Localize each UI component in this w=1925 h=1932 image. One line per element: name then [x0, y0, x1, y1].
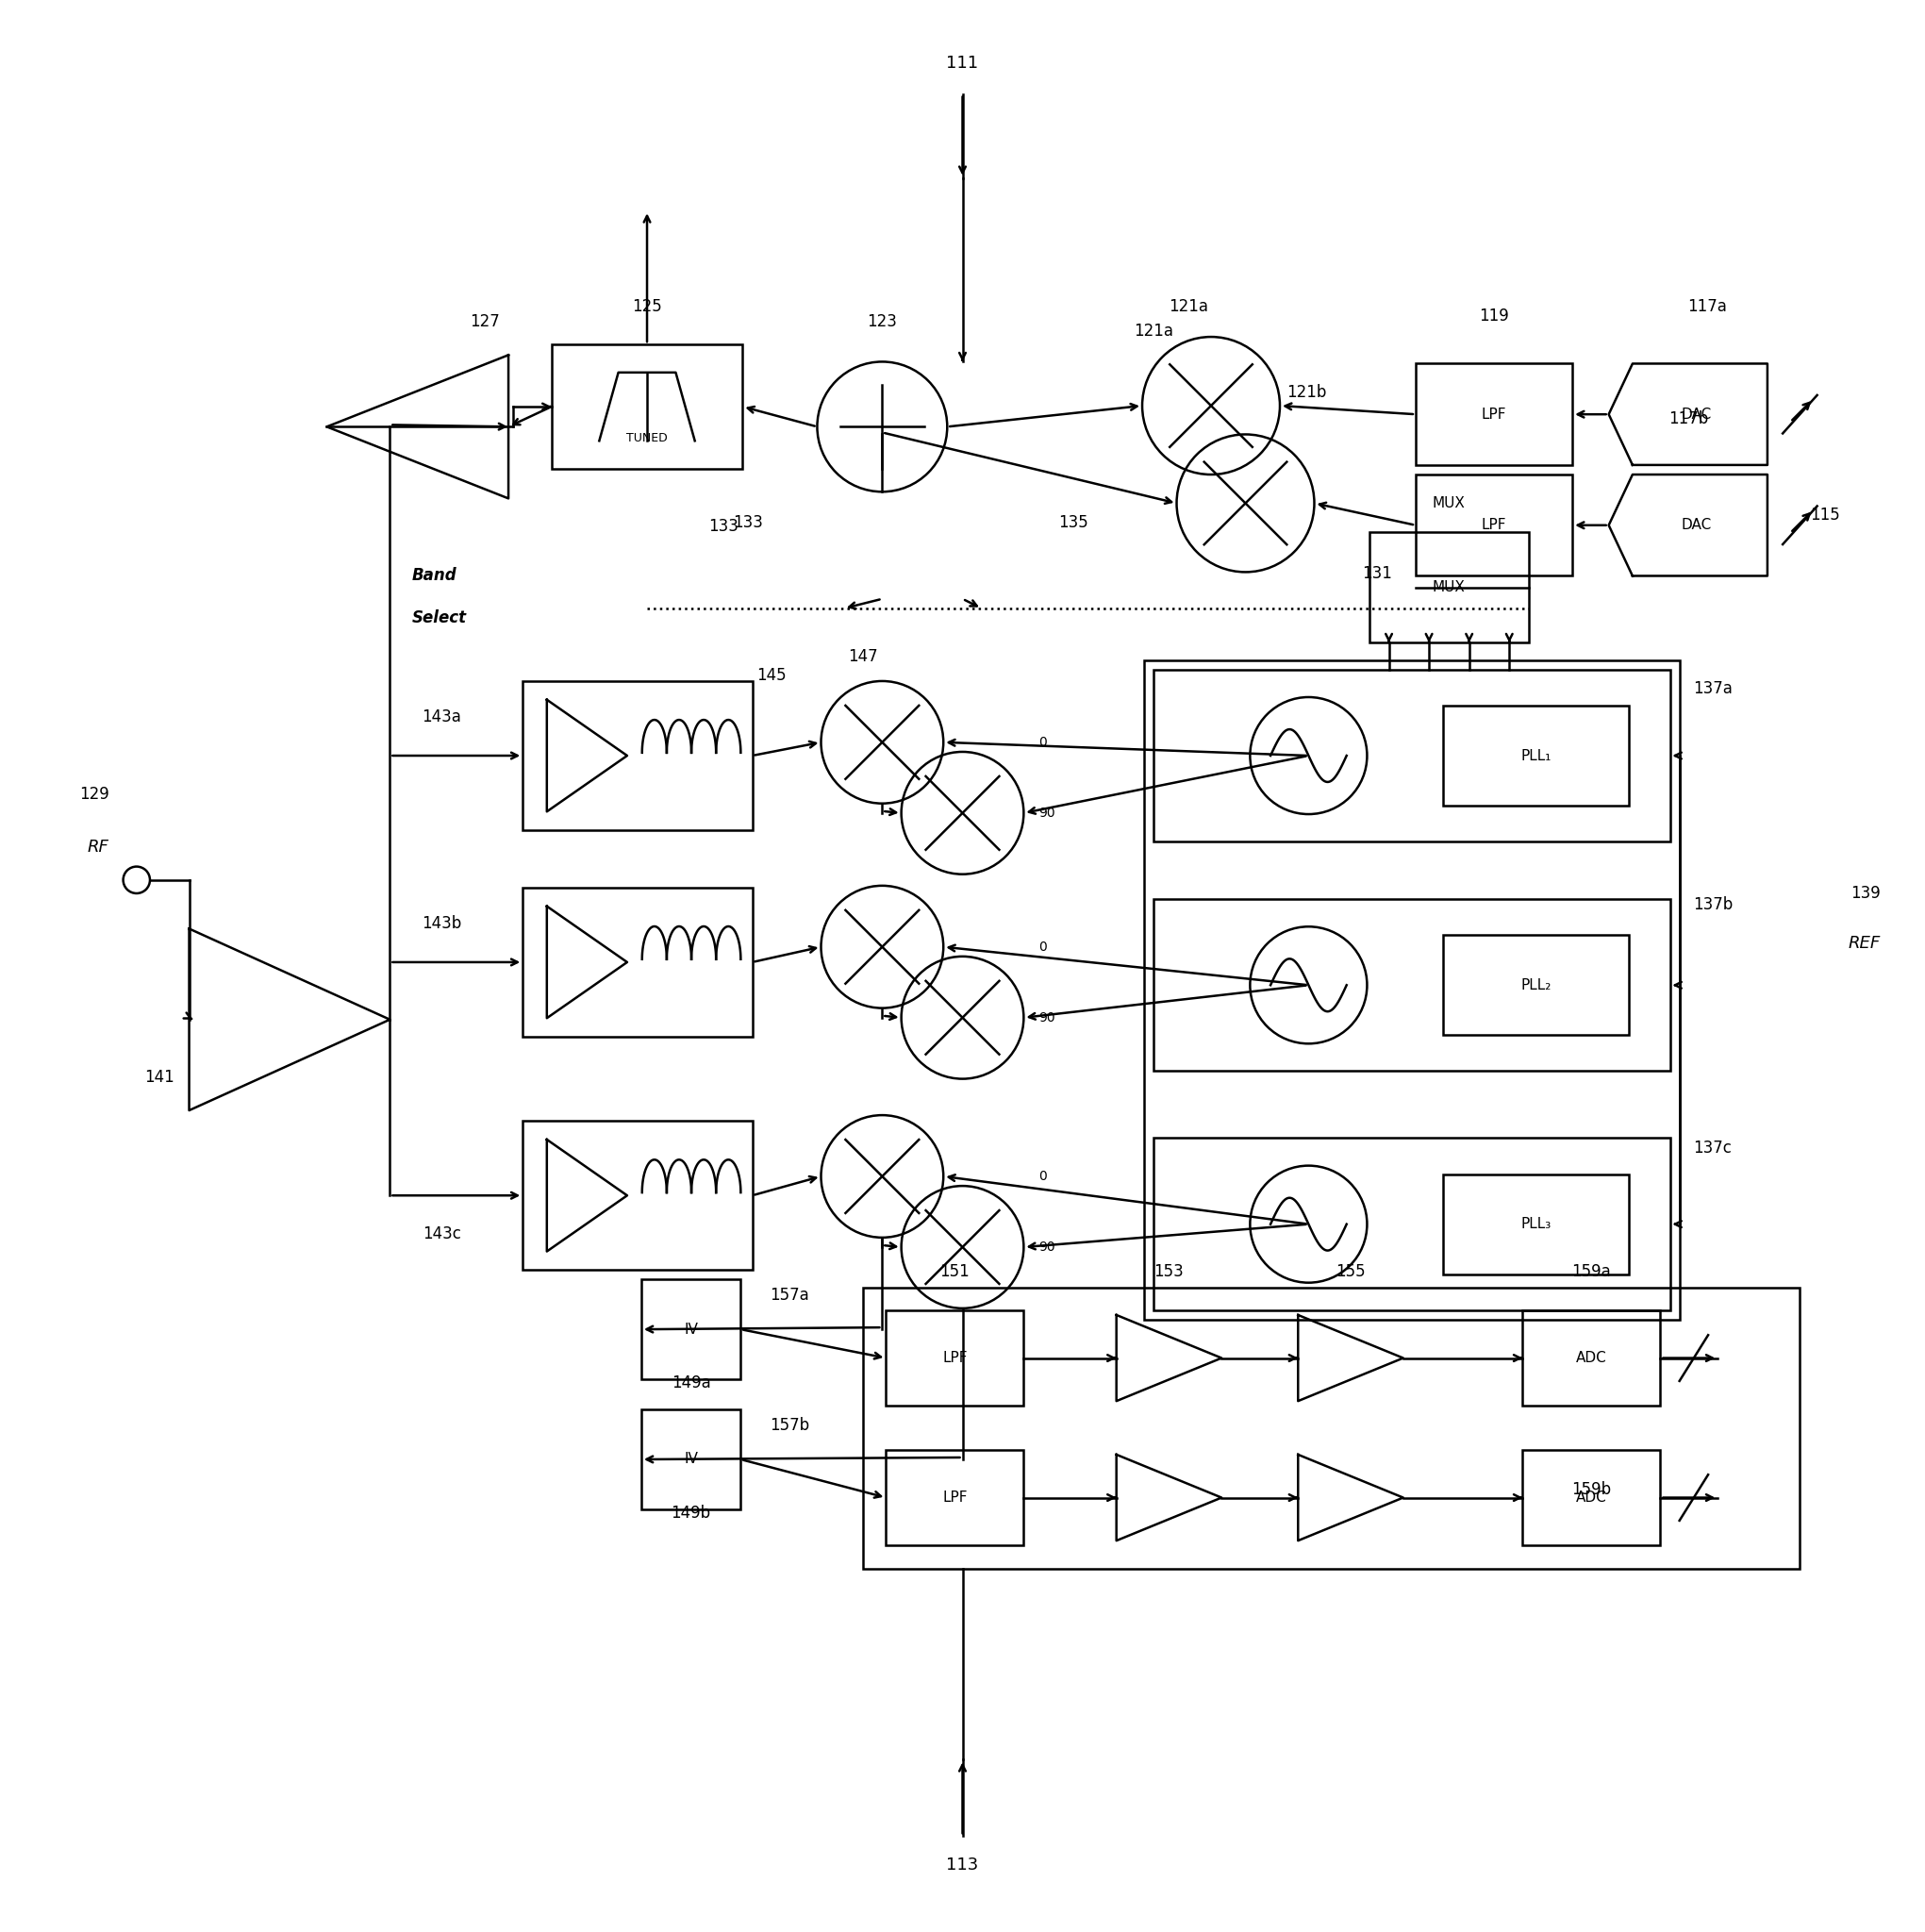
Bar	[1442, 935, 1629, 1036]
Bar	[1523, 1310, 1661, 1406]
Text: 111: 111	[947, 54, 978, 71]
Text: LPF: LPF	[1482, 408, 1507, 421]
Text: 149b: 149b	[672, 1505, 710, 1520]
Text: 0: 0	[1040, 941, 1047, 954]
Text: ADC: ADC	[1577, 1492, 1607, 1505]
Text: DAC: DAC	[1681, 408, 1711, 421]
Bar	[1442, 705, 1629, 806]
Text: MUX: MUX	[1432, 497, 1465, 510]
Bar	[1523, 1449, 1661, 1546]
Text: 0: 0	[1040, 1169, 1047, 1182]
Text: 121a: 121a	[1134, 323, 1174, 340]
Text: 121a: 121a	[1168, 298, 1207, 315]
Text: 155: 155	[1336, 1264, 1365, 1281]
Text: 137c: 137c	[1692, 1140, 1731, 1155]
Text: REF: REF	[1848, 935, 1881, 952]
Text: Band: Band	[412, 568, 456, 583]
Text: 149a: 149a	[672, 1374, 710, 1391]
Text: 90: 90	[1040, 806, 1055, 819]
Text: 119: 119	[1478, 307, 1509, 325]
Text: 117a: 117a	[1688, 298, 1727, 315]
Text: 157a: 157a	[770, 1287, 808, 1304]
Bar	[641, 1279, 741, 1379]
Text: Select: Select	[412, 609, 466, 626]
Bar	[886, 1310, 1024, 1406]
Text: 127: 127	[470, 313, 499, 330]
Text: 0: 0	[1040, 736, 1047, 750]
Text: 147: 147	[849, 647, 878, 665]
Text: MUX: MUX	[1432, 580, 1465, 595]
Text: LPF: LPF	[943, 1350, 968, 1366]
Text: LPF: LPF	[943, 1492, 968, 1505]
Text: 129: 129	[79, 786, 110, 802]
Bar	[1143, 661, 1679, 1320]
Bar	[1153, 670, 1669, 842]
Text: 90: 90	[1040, 1010, 1055, 1024]
Text: 125: 125	[631, 298, 662, 315]
Bar	[524, 1121, 753, 1269]
Text: IV: IV	[683, 1321, 699, 1337]
Text: PLL₂: PLL₂	[1521, 978, 1552, 993]
Text: ADC: ADC	[1577, 1350, 1607, 1366]
Text: 131: 131	[1363, 566, 1392, 582]
Text: 133: 133	[708, 518, 739, 535]
Text: 137b: 137b	[1692, 896, 1732, 914]
Text: 157b: 157b	[770, 1416, 808, 1434]
Text: 113: 113	[947, 1857, 978, 1874]
Text: 123: 123	[866, 313, 897, 330]
Text: 121b: 121b	[1286, 384, 1326, 400]
Bar	[862, 1287, 1800, 1569]
Text: 143b: 143b	[422, 916, 462, 933]
Bar	[1153, 898, 1669, 1070]
Text: 145: 145	[757, 667, 785, 684]
Text: IV: IV	[683, 1453, 699, 1466]
Bar	[641, 1410, 741, 1509]
Text: PLL₃: PLL₃	[1521, 1217, 1552, 1231]
Bar	[1153, 1138, 1669, 1310]
Text: 135: 135	[1059, 514, 1088, 531]
Bar	[1442, 1175, 1629, 1273]
Text: RF: RF	[87, 838, 108, 856]
Text: 133: 133	[733, 514, 764, 531]
Text: 153: 153	[1153, 1264, 1184, 1281]
Bar	[524, 887, 753, 1037]
Text: 137a: 137a	[1692, 680, 1732, 697]
Bar	[1415, 363, 1573, 466]
Bar	[886, 1449, 1024, 1546]
Text: 159a: 159a	[1573, 1264, 1611, 1281]
Text: 159b: 159b	[1571, 1482, 1611, 1499]
Text: 139: 139	[1850, 885, 1881, 902]
Text: 90: 90	[1040, 1240, 1055, 1254]
Text: 143a: 143a	[422, 709, 462, 726]
Bar	[524, 682, 753, 831]
Bar	[551, 344, 743, 469]
Text: 117b: 117b	[1669, 412, 1707, 427]
Bar	[1415, 475, 1573, 576]
Text: LPF: LPF	[1482, 518, 1507, 533]
Text: PLL₁: PLL₁	[1521, 748, 1552, 763]
Text: TUNED: TUNED	[626, 431, 668, 444]
Text: 143c: 143c	[424, 1225, 462, 1242]
Bar	[1371, 531, 1528, 643]
Text: 151: 151	[939, 1264, 970, 1281]
Text: 115: 115	[1810, 506, 1840, 524]
Text: DAC: DAC	[1681, 518, 1711, 533]
Text: 141: 141	[144, 1068, 175, 1086]
